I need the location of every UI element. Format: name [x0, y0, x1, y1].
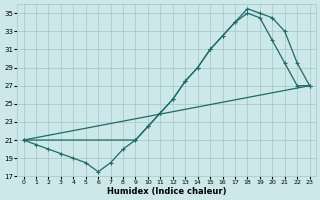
X-axis label: Humidex (Indice chaleur): Humidex (Indice chaleur)	[107, 187, 226, 196]
